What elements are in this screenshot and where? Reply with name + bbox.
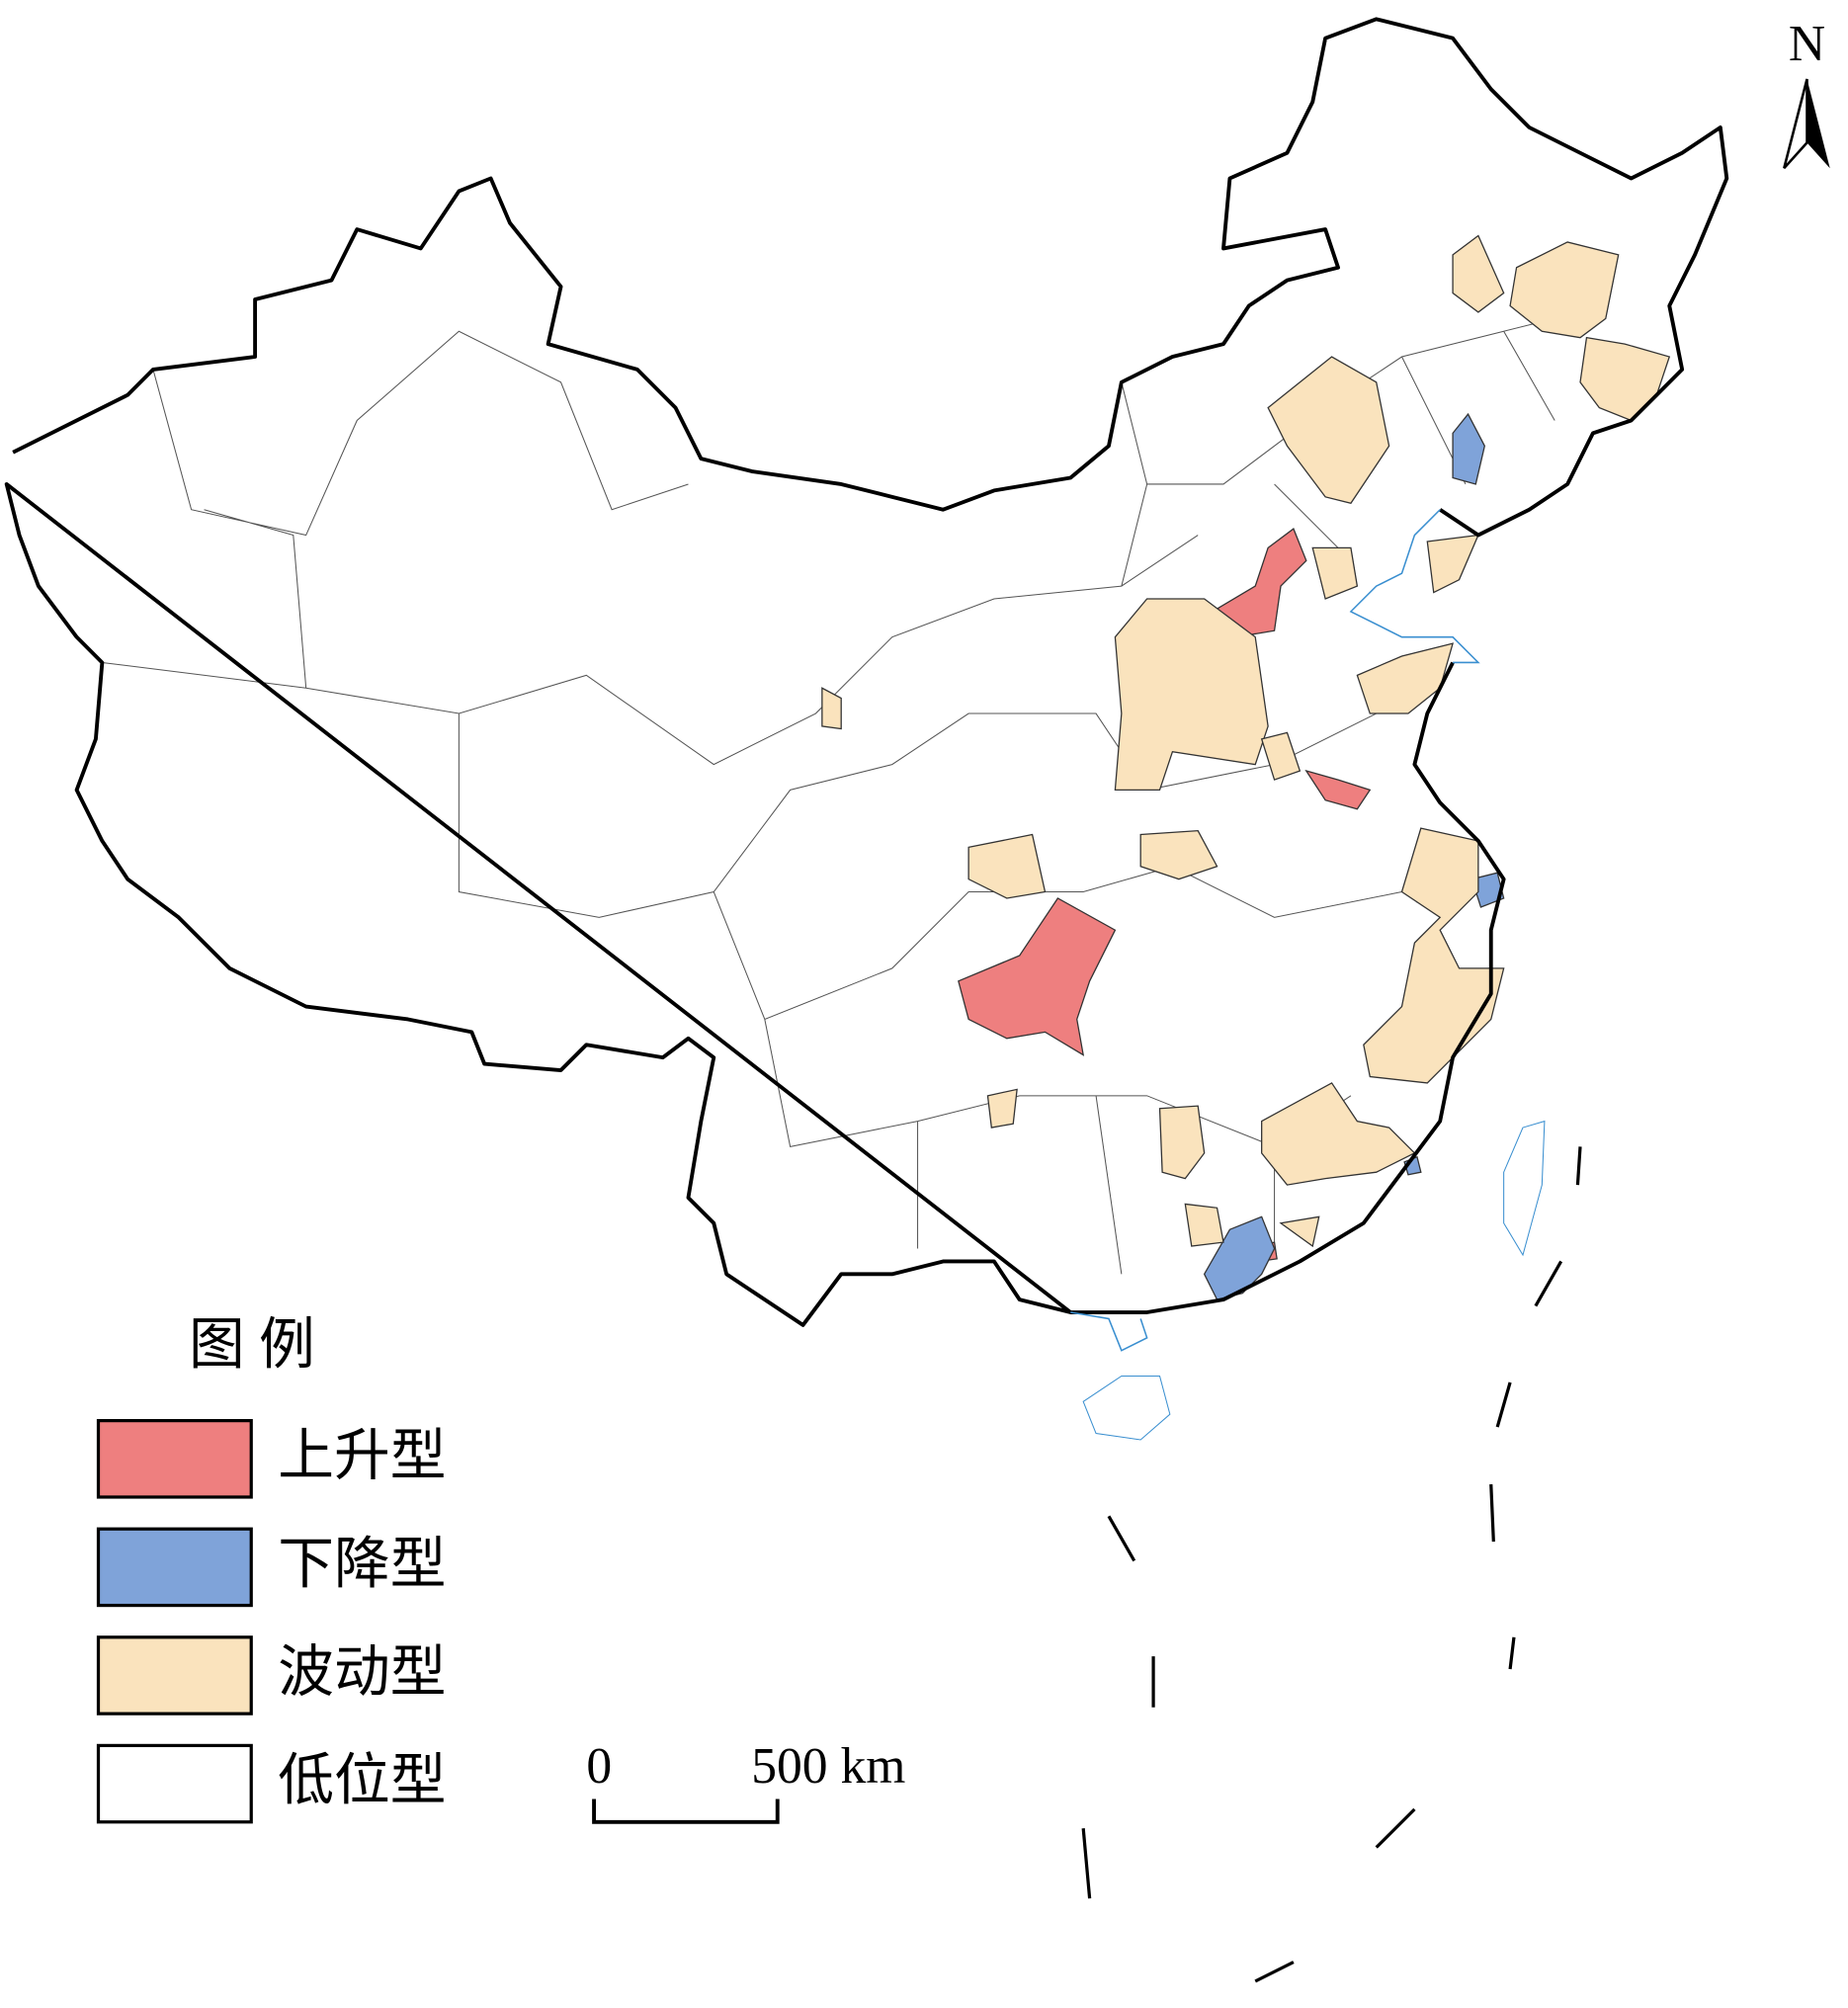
region (1356, 642, 1455, 714)
nine-dash-line (1081, 1146, 1582, 1983)
coastline (1070, 509, 1480, 1352)
region (1470, 872, 1505, 908)
legend-label: 波动型 (278, 1641, 446, 1704)
region (967, 833, 1047, 899)
scale-start: 0 (586, 1738, 612, 1795)
region (1452, 234, 1505, 313)
legend-label: 下降型 (278, 1533, 446, 1595)
legend-swatch (96, 1419, 253, 1499)
region (1279, 1215, 1320, 1248)
hainan (1082, 1375, 1171, 1441)
legend-swatch (96, 1743, 253, 1824)
region (1452, 412, 1485, 485)
legend-label: 上升型 (278, 1425, 446, 1487)
region (1509, 241, 1620, 339)
border (4, 17, 1729, 1327)
region (1579, 336, 1671, 422)
scale-end: 500 km (751, 1738, 905, 1795)
region (1363, 827, 1505, 1084)
region (1158, 1105, 1206, 1180)
region (1114, 598, 1269, 792)
legend-title: 图 例 (189, 1314, 315, 1377)
regions (821, 234, 1671, 1300)
region (821, 687, 842, 730)
region (1260, 731, 1302, 781)
legend-swatch (96, 1635, 253, 1715)
region (1261, 1082, 1416, 1186)
legend-swatch (96, 1527, 253, 1608)
region (1184, 1203, 1224, 1247)
region (1426, 534, 1479, 594)
region (1311, 546, 1359, 600)
legend-label: 低位型 (278, 1750, 446, 1812)
region (1139, 829, 1218, 880)
region (1267, 356, 1390, 505)
scale-bar: 0 500 km (586, 1738, 905, 1824)
region (1304, 769, 1372, 810)
region (958, 897, 1117, 1056)
region (986, 1088, 1018, 1129)
north-arrow: N (1783, 16, 1830, 170)
taiwan (1503, 1120, 1546, 1257)
north-label: N (1789, 16, 1825, 72)
